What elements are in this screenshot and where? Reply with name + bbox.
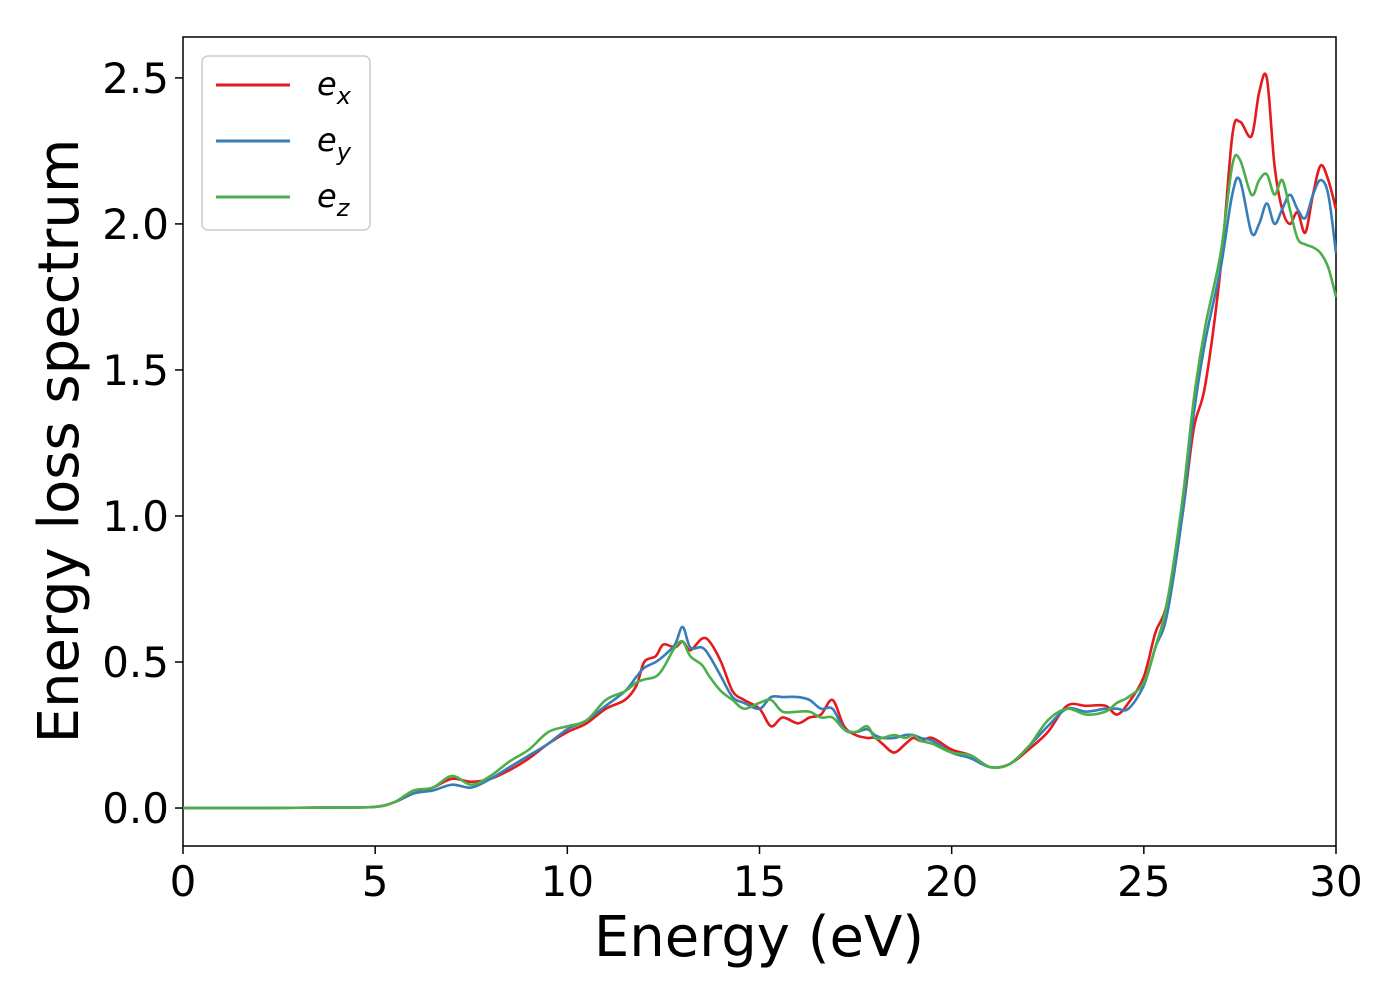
x-tick-label: 30 <box>1309 857 1362 906</box>
x-tick-label: 25 <box>1117 857 1170 906</box>
y-tick-label: 1.5 <box>102 346 169 395</box>
x-tick-label: 0 <box>170 857 197 906</box>
legend-frame <box>201 55 371 231</box>
x-axis: 0 5 10 15 20 25 30 <box>170 846 1363 906</box>
x-tick-label: 5 <box>362 857 389 906</box>
series-line-ey <box>183 176 1338 810</box>
y-tick-label: 0.5 <box>102 638 169 687</box>
x-tick-label: 20 <box>925 857 978 906</box>
legend-subscript: x <box>336 82 352 110</box>
legend-subscript: y <box>336 138 352 166</box>
x-axis-label: Energy (eV) <box>594 905 924 970</box>
series-line-ez <box>183 153 1338 810</box>
y-tick-label: 2.5 <box>102 54 169 103</box>
legend-subscript: z <box>336 194 351 222</box>
x-tick-label: 15 <box>733 857 786 906</box>
series-layer <box>183 72 1338 810</box>
y-axis-label: Energy loss spectrum <box>27 139 92 744</box>
y-tick-label: 0.0 <box>102 784 169 833</box>
y-axis: 0.0 0.5 1.0 1.5 2.0 2.5 <box>102 54 183 833</box>
y-tick-label: 2.0 <box>102 200 169 249</box>
series-line-ex <box>183 72 1338 810</box>
y-tick-label: 1.0 <box>102 492 169 541</box>
x-tick-label: 10 <box>541 857 594 906</box>
